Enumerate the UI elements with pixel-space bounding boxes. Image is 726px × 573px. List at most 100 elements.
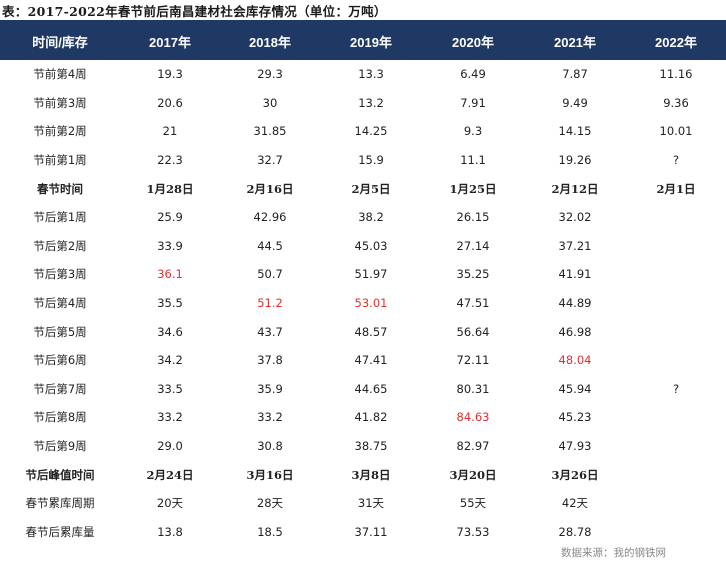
value-cell: 48.04 bbox=[558, 353, 592, 368]
value-cell: 14.25 bbox=[354, 124, 388, 139]
value-cell: 37.11 bbox=[354, 524, 388, 539]
value-cell: 45.23 bbox=[558, 410, 592, 425]
value-cell: 26.15 bbox=[456, 210, 490, 225]
value-cell bbox=[626, 403, 726, 432]
row-label-cell: 节后第5周 bbox=[33, 324, 87, 339]
value-cell: 82.97 bbox=[456, 439, 490, 454]
value-cell: 14.15 bbox=[558, 124, 592, 139]
value-cell: 47.41 bbox=[354, 353, 388, 368]
header-cell-label: 时间/库存 bbox=[0, 22, 120, 60]
value-cell: 35.5 bbox=[157, 296, 183, 311]
row-label-cell: 春节累库周期 bbox=[25, 496, 95, 511]
value-cell: 7.87 bbox=[562, 67, 588, 82]
value-cell: 56.64 bbox=[456, 324, 490, 339]
value-cell bbox=[626, 289, 726, 318]
value-cell: 6.49 bbox=[460, 67, 486, 82]
header-cell-2020: 2020年 bbox=[422, 22, 524, 60]
value-cell: 33.5 bbox=[157, 381, 183, 396]
value-cell: 80.31 bbox=[456, 381, 490, 396]
row-label-cell: 节前第2周 bbox=[33, 124, 87, 139]
value-cell: 33.2 bbox=[157, 410, 183, 425]
value-cell: 19.26 bbox=[558, 153, 592, 168]
header-row: 时间/库存 2017年 2018年 2019年 2020年 2021年 2022… bbox=[0, 22, 726, 60]
row-label-cell: 节前第4周 bbox=[33, 67, 87, 82]
table-row: 节后第4周 35.5 51.2 53.01 47.51 44.89 bbox=[0, 289, 726, 318]
value-cell: 32.02 bbox=[558, 210, 592, 225]
value-cell: 31.85 bbox=[253, 124, 287, 139]
value-cell: 73.53 bbox=[456, 524, 490, 539]
row-label-cell: 节后第2周 bbox=[33, 238, 87, 253]
value-cell: 20.6 bbox=[157, 95, 183, 110]
value-cell: 44.65 bbox=[354, 381, 388, 396]
value-cell: 31天 bbox=[357, 496, 385, 511]
value-cell: 29.0 bbox=[157, 439, 183, 454]
value-cell: 30 bbox=[262, 95, 278, 110]
row-label-cell: 节后峰值时间 bbox=[25, 467, 95, 482]
value-cell: 1月28日 bbox=[146, 181, 194, 196]
value-cell: 72.11 bbox=[456, 353, 490, 368]
row-label-cell: 春节时间 bbox=[37, 181, 83, 196]
table-row: 节后峰值时间 2月24日 3月16日 3月8日 3月20日 3月26日 bbox=[0, 460, 726, 489]
value-cell: 20天 bbox=[156, 496, 184, 511]
inventory-table: 时间/库存 2017年 2018年 2019年 2020年 2021年 2022… bbox=[0, 22, 726, 546]
value-cell: 47.93 bbox=[558, 439, 592, 454]
value-cell: 44.89 bbox=[558, 296, 592, 311]
value-cell: 29.3 bbox=[257, 67, 283, 82]
value-cell: 33.9 bbox=[157, 238, 183, 253]
table-row: 节后第1周 25.9 42.96 38.2 26.15 32.02 bbox=[0, 203, 726, 232]
value-cell: 3月26日 bbox=[551, 467, 599, 482]
row-label-cell: 节后第9周 bbox=[33, 439, 87, 454]
header-cell-2018: 2018年 bbox=[220, 22, 320, 60]
value-cell: 28.78 bbox=[558, 524, 592, 539]
value-cell: 36.1 bbox=[157, 267, 183, 282]
value-cell: 13.8 bbox=[157, 524, 183, 539]
table-row: 节后第7周 33.5 35.9 44.65 80.31 45.94? bbox=[0, 375, 726, 404]
table-row: 节后第2周 33.9 44.5 45.03 27.14 37.21 bbox=[0, 232, 726, 261]
value-cell: 2月5日 bbox=[351, 181, 391, 196]
value-cell: 15.9 bbox=[358, 153, 384, 168]
row-label-cell: 节前第1周 bbox=[33, 153, 87, 168]
value-cell: 44.5 bbox=[257, 238, 283, 253]
value-cell: 13.3 bbox=[358, 67, 384, 82]
value-cell: 42天 bbox=[561, 496, 589, 511]
value-cell: 51.2 bbox=[257, 296, 283, 311]
value-cell: 47.51 bbox=[456, 296, 490, 311]
value-cell: 2月24日 bbox=[146, 467, 194, 482]
value-cell bbox=[626, 346, 726, 375]
value-cell: 9.49 bbox=[562, 95, 588, 110]
value-cell bbox=[626, 232, 726, 261]
table-row: 节后第8周 33.2 33.2 41.82 84.63 45.23 bbox=[0, 403, 726, 432]
value-cell: 41.91 bbox=[558, 267, 592, 282]
value-cell: 11.16 bbox=[659, 67, 693, 82]
value-cell: 2月16日 bbox=[246, 181, 294, 196]
value-cell: 35.25 bbox=[456, 267, 490, 282]
value-cell: 38.75 bbox=[354, 439, 388, 454]
value-cell: 32.7 bbox=[257, 153, 283, 168]
header-cell-2019: 2019年 bbox=[320, 22, 422, 60]
table-row: 节前第3周 20.6 30 13.2 7.91 9.49 9.36 bbox=[0, 89, 726, 118]
value-cell: 41.82 bbox=[354, 410, 388, 425]
value-cell: 7.91 bbox=[460, 95, 486, 110]
table-row: 节后第6周 34.2 37.8 47.41 72.11 48.04 bbox=[0, 346, 726, 375]
table-row: 节后第9周 29.0 30.8 38.75 82.97 47.93 bbox=[0, 432, 726, 461]
value-cell: 1月25日 bbox=[449, 181, 497, 196]
table-row: 节后第5周 34.6 43.7 48.57 56.64 46.98 bbox=[0, 317, 726, 346]
header-cell-2022: 2022年 bbox=[626, 22, 726, 60]
value-cell bbox=[626, 460, 726, 489]
value-cell: 2月1日 bbox=[656, 181, 696, 196]
value-cell: 34.2 bbox=[157, 353, 183, 368]
value-cell: 9.36 bbox=[663, 95, 689, 110]
value-cell: 10.01 bbox=[659, 124, 693, 139]
table-row: 节前第4周 19.3 29.3 13.3 6.49 7.87 11.16 bbox=[0, 60, 726, 89]
value-cell: 53.01 bbox=[354, 296, 388, 311]
value-cell bbox=[626, 518, 726, 547]
value-cell: 18.5 bbox=[257, 524, 283, 539]
value-cell bbox=[626, 432, 726, 461]
value-cell: 9.3 bbox=[463, 124, 483, 139]
value-cell: 33.2 bbox=[257, 410, 283, 425]
table-row: 春节后累库量 13.8 18.5 37.11 73.53 28.78 bbox=[0, 518, 726, 547]
table-row: 春节累库周期 20天 28天 31天 55天 42天 bbox=[0, 489, 726, 518]
value-cell: ? bbox=[672, 153, 680, 168]
value-cell: 11.1 bbox=[460, 153, 486, 168]
value-cell: 45.94 bbox=[558, 381, 592, 396]
